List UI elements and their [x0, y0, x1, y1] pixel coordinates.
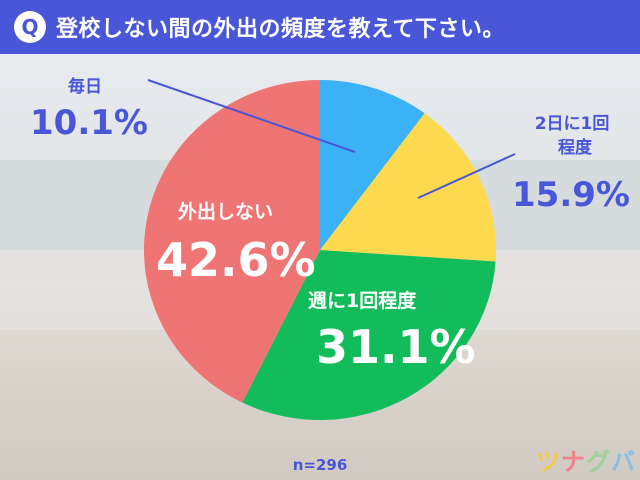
chart-title: 登校しない間の外出の頻度を教えて下さい。 [56, 17, 505, 42]
value-weekly: 31.1% [316, 320, 476, 374]
logo-char: グ [586, 448, 611, 476]
leader-line-daily [147, 79, 356, 153]
logo-char: ナ [561, 448, 586, 476]
sample-size-label: n=296 [292, 456, 348, 474]
slice-every-other-day [320, 113, 496, 262]
leader-line-every-other-day [417, 153, 516, 199]
logo-char: ツ [536, 448, 561, 476]
value-not-going-out: 42.6% [156, 233, 316, 287]
slice-weekly [242, 250, 496, 420]
pie-slices [144, 80, 496, 420]
logo-char: バ [611, 448, 636, 476]
value-daily: 10.1% [30, 103, 148, 143]
tsunaguba-logo: ツナグバ [536, 442, 636, 477]
title-bar: Q 登校しない間の外出の頻度を教えて下さい。 [0, 0, 640, 54]
q-badge: Q [14, 11, 46, 43]
slice-not-going-out [144, 80, 320, 403]
label-daily: 毎日 [68, 76, 102, 97]
slice-daily [320, 80, 425, 250]
label-not-going-out: 外出しない [178, 200, 273, 223]
label-weekly: 週に1回程度 [308, 289, 417, 312]
label-every-other-day: 2日に1回 程度 [535, 114, 616, 158]
value-every-other-day: 15.9% [512, 175, 630, 215]
